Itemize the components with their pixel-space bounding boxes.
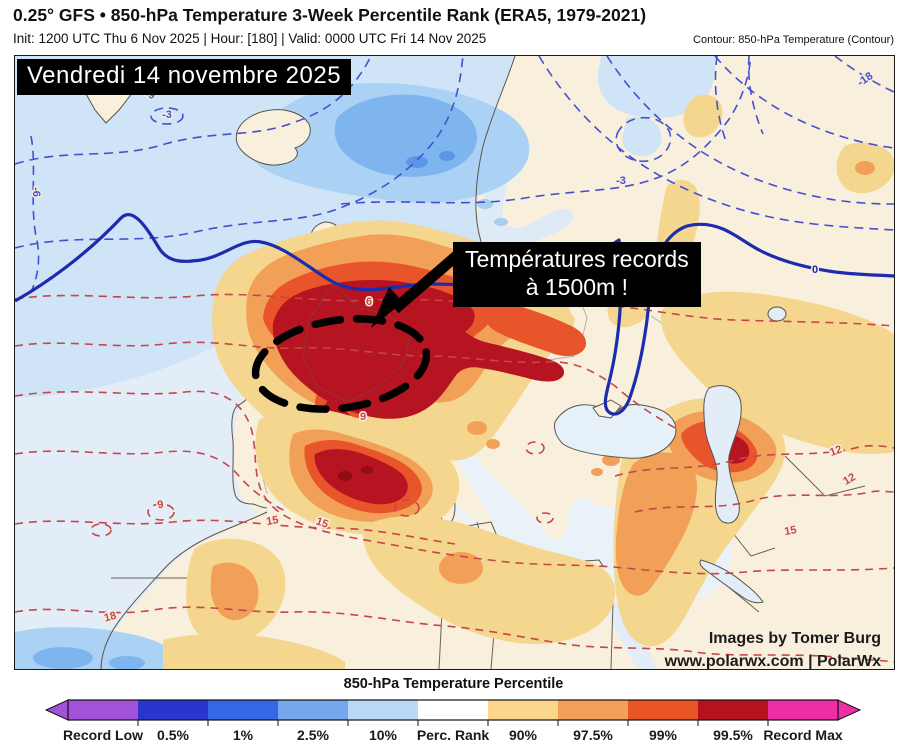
contour-value-label: 12 bbox=[828, 443, 844, 458]
colorbar-right-arrow bbox=[837, 699, 862, 721]
model-init-valid-line: Init: 1200 UTC Thu 6 Nov 2025 | Hour: [1… bbox=[13, 31, 487, 46]
colorbar-label: Perc. Rank bbox=[416, 727, 490, 743]
red-east-tail bbox=[485, 296, 587, 357]
colorbar-label: 99.5% bbox=[713, 727, 753, 743]
contour-value-label: 6 bbox=[366, 296, 372, 308]
spain-deep-spot bbox=[338, 471, 352, 481]
map-canvas: -18 -3 -3 -6 -9 0 6 9 9 15 15 18 12 12 15 Vendredi 14 … bbox=[14, 55, 895, 670]
colorbar-segment bbox=[698, 700, 768, 720]
colorbar-segment bbox=[768, 700, 838, 720]
contour-value-label: -3 bbox=[162, 109, 172, 121]
colorbar-segment bbox=[418, 700, 488, 720]
colorbar-label: 0.5% bbox=[157, 727, 189, 743]
contour-value-label: 15 bbox=[265, 514, 279, 528]
baltic-cool-patch bbox=[477, 199, 493, 209]
russia-orange-east bbox=[855, 161, 875, 175]
colorbar-label: Record Low bbox=[62, 727, 144, 743]
attribution: Images by Tomer Burg www.polarwx.com | P… bbox=[665, 627, 881, 673]
contour-note: Contour: 850-hPa Temperature (Contour) bbox=[693, 34, 894, 46]
tropical-atlantic-med bbox=[109, 656, 145, 669]
contour-value-label: 15 bbox=[783, 524, 797, 538]
annotation-line2: à 1500m ! bbox=[525, 274, 628, 300]
spain-deep-spot bbox=[361, 466, 373, 474]
sahara-south-yellow bbox=[163, 633, 345, 669]
page-title: 0.25° GFS • 850-hPa Temperature 3-Week P… bbox=[13, 5, 647, 25]
colorbar-segment bbox=[628, 700, 698, 720]
contour-value-label: 0 bbox=[812, 264, 818, 276]
colorbar-segment bbox=[138, 700, 208, 720]
colorbar-label: 10% bbox=[368, 727, 398, 743]
red-temp-contours bbox=[15, 293, 894, 663]
colorbar bbox=[44, 699, 862, 726]
colorbar-label: 2.5% bbox=[297, 727, 329, 743]
contour-value-label: -3 bbox=[616, 175, 626, 187]
barents-cool bbox=[575, 56, 716, 119]
mideast-orange-south bbox=[615, 452, 697, 596]
contour-value-label: 9 bbox=[156, 499, 164, 512]
balkan-orange-spot bbox=[467, 421, 487, 435]
percentile-warm-shading bbox=[163, 94, 894, 669]
turkey-orange-spot bbox=[591, 468, 603, 476]
date-label: Vendredi 14 novembre 2025 bbox=[17, 59, 352, 95]
contour-value-label: -6 bbox=[30, 187, 42, 197]
cool-core-spot bbox=[439, 151, 455, 161]
aral-sea bbox=[767, 306, 787, 322]
colorbar-label: Record Max bbox=[763, 727, 843, 743]
inland-seas bbox=[554, 306, 787, 604]
colorbar-outline bbox=[67, 699, 839, 721]
spain-darkred bbox=[314, 449, 408, 505]
colorbar-segment bbox=[208, 700, 278, 720]
blue-temp-contours bbox=[15, 56, 894, 297]
contour-value-label: 9 bbox=[360, 411, 366, 423]
russia-yellow-north bbox=[683, 94, 723, 138]
mauritania-orange bbox=[210, 562, 259, 621]
colorbar-label: 1% bbox=[232, 727, 254, 743]
percentile-cool-shading bbox=[15, 56, 716, 669]
white-sea bbox=[622, 116, 662, 157]
annotation-arrow bbox=[371, 247, 465, 328]
france-border-overlay bbox=[302, 283, 412, 403]
colorbar-label: 99% bbox=[648, 727, 678, 743]
colorbar-segment bbox=[558, 700, 628, 720]
europe-darkred bbox=[272, 280, 565, 419]
colorbar-label: 97.5% bbox=[573, 727, 613, 743]
balkan-orange-spot bbox=[486, 439, 500, 449]
baltic-cool-patch bbox=[494, 218, 508, 226]
iceland bbox=[235, 109, 311, 166]
colorbar-segment bbox=[488, 700, 558, 720]
contour-value-label: 18 bbox=[103, 610, 118, 625]
colorbar-left-arrow bbox=[44, 699, 69, 721]
tropical-atlantic-med bbox=[33, 647, 93, 669]
kazakh-yellow bbox=[660, 291, 894, 455]
contour-value-label: 15 bbox=[314, 515, 330, 530]
algeria-orange-spot bbox=[439, 552, 483, 584]
annotation-box: Températures records à 1500m ! bbox=[453, 242, 701, 307]
colorbar-segment bbox=[278, 700, 348, 720]
colorbar-segment bbox=[68, 700, 138, 720]
annotation-line1: Températures records bbox=[465, 246, 689, 272]
africa-west-coast bbox=[100, 511, 268, 669]
colorbar-segment bbox=[348, 700, 418, 720]
colorbar-title: 850-hPa Temperature Percentile bbox=[343, 676, 564, 692]
highlight-dashed-circle bbox=[251, 315, 431, 413]
algeria-libya-yellow bbox=[362, 516, 616, 644]
caspian-sea bbox=[703, 385, 742, 524]
attribution-line2: www.polarwx.com | PolarWx bbox=[664, 653, 881, 670]
colorbar-label: 90% bbox=[508, 727, 538, 743]
attribution-line1: Images by Tomer Burg bbox=[708, 630, 881, 647]
persian-gulf bbox=[699, 559, 764, 604]
